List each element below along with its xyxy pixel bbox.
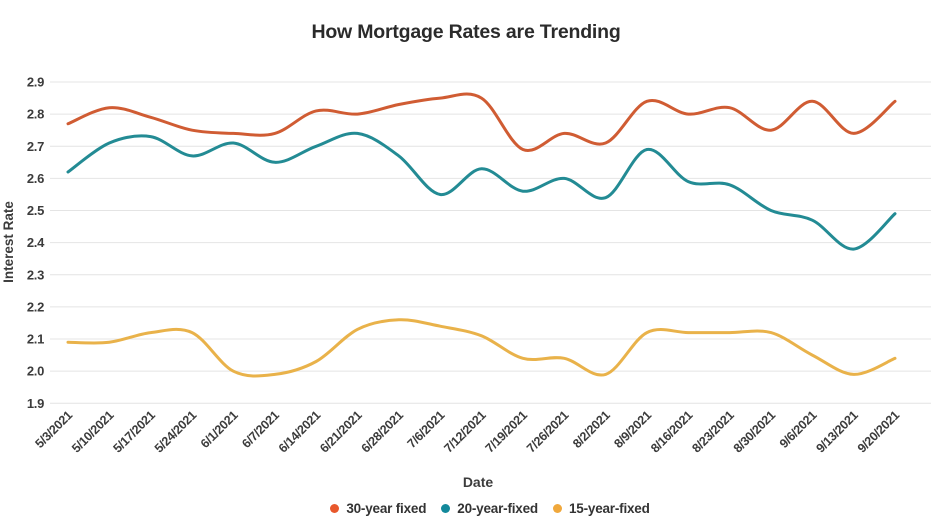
y-axis-title: Interest Rate	[1, 201, 16, 283]
x-tick-label: 8/30/2021	[731, 408, 779, 456]
x-tick-label: 8/23/2021	[689, 408, 737, 456]
gridlines	[50, 81, 931, 404]
x-tick-label: 5/3/2021	[33, 408, 76, 451]
y-tick-label: 2.7	[27, 139, 44, 154]
x-axis-ticks: 5/3/20215/10/20215/17/20215/24/20216/1/2…	[33, 408, 903, 456]
legend-dot	[330, 504, 340, 513]
legend-label: 15-year-fixed	[568, 501, 650, 516]
chart-legend: 30-year fixed 20-year-fixed 15-year-fixed	[0, 501, 932, 516]
y-tick-label: 2.1	[27, 332, 44, 347]
series-line-15-year-fixed	[66, 318, 897, 378]
x-tick-label: 7/26/2021	[524, 408, 572, 456]
y-axis-ticks: 2.9 2.8 2.7 2.6 2.5 2.4 2.3 2.2 2.1 2.0 1.9	[27, 75, 46, 411]
x-tick-label: 6/7/2021	[239, 408, 282, 451]
x-tick-label: 8/9/2021	[611, 408, 654, 451]
x-tick-label: 9/20/2021	[855, 408, 903, 456]
legend-dot	[552, 504, 562, 513]
y-tick-label: 2.4	[27, 235, 45, 250]
y-tick-label: 2.5	[27, 203, 44, 218]
legend-dot	[441, 504, 451, 513]
series-line-20-year-fixed	[66, 131, 897, 251]
x-tick-label: 8/2/2021	[570, 408, 613, 451]
legend-label: 30-year fixed	[346, 501, 427, 516]
x-tick-label: 5/24/2021	[152, 408, 200, 456]
legend-label: 20-year-fixed	[457, 501, 538, 516]
y-tick-label: 2.3	[27, 267, 44, 282]
x-tick-label: 6/1/2021	[198, 408, 241, 451]
x-axis-title: Date	[463, 474, 494, 490]
series-line-30-year-fixed	[66, 92, 897, 153]
y-tick-label: 2.2	[27, 299, 44, 314]
x-tick-label: 7/19/2021	[483, 408, 531, 456]
series-lines	[66, 92, 897, 378]
x-tick-label: 8/16/2021	[648, 408, 696, 456]
y-tick-label: 2.6	[27, 171, 44, 186]
x-tick-label: 7/12/2021	[441, 408, 489, 456]
chart-title: How Mortgage Rates are Trending	[311, 21, 621, 43]
y-tick-label: 2.9	[27, 75, 44, 90]
y-tick-label: 1.9	[27, 396, 44, 411]
y-tick-label: 2.0	[27, 364, 44, 379]
x-tick-label: 7/6/2021	[405, 408, 448, 451]
x-tick-label: 5/17/2021	[111, 408, 159, 456]
x-tick-label: 6/14/2021	[276, 408, 324, 456]
x-tick-label: 5/10/2021	[69, 408, 117, 456]
x-tick-label: 6/28/2021	[359, 408, 407, 456]
legend-item-15-year-fixed: 15-year-fixed	[552, 501, 650, 516]
legend-item-30-year-fixed: 30-year fixed	[330, 501, 426, 516]
x-tick-label: 9/13/2021	[813, 408, 861, 456]
y-tick-label: 2.8	[27, 107, 44, 122]
legend-item-20-year-fixed: 20-year-fixed	[441, 501, 538, 516]
x-tick-label: 6/21/2021	[317, 408, 365, 456]
x-tick-label: 9/6/2021	[777, 408, 820, 451]
